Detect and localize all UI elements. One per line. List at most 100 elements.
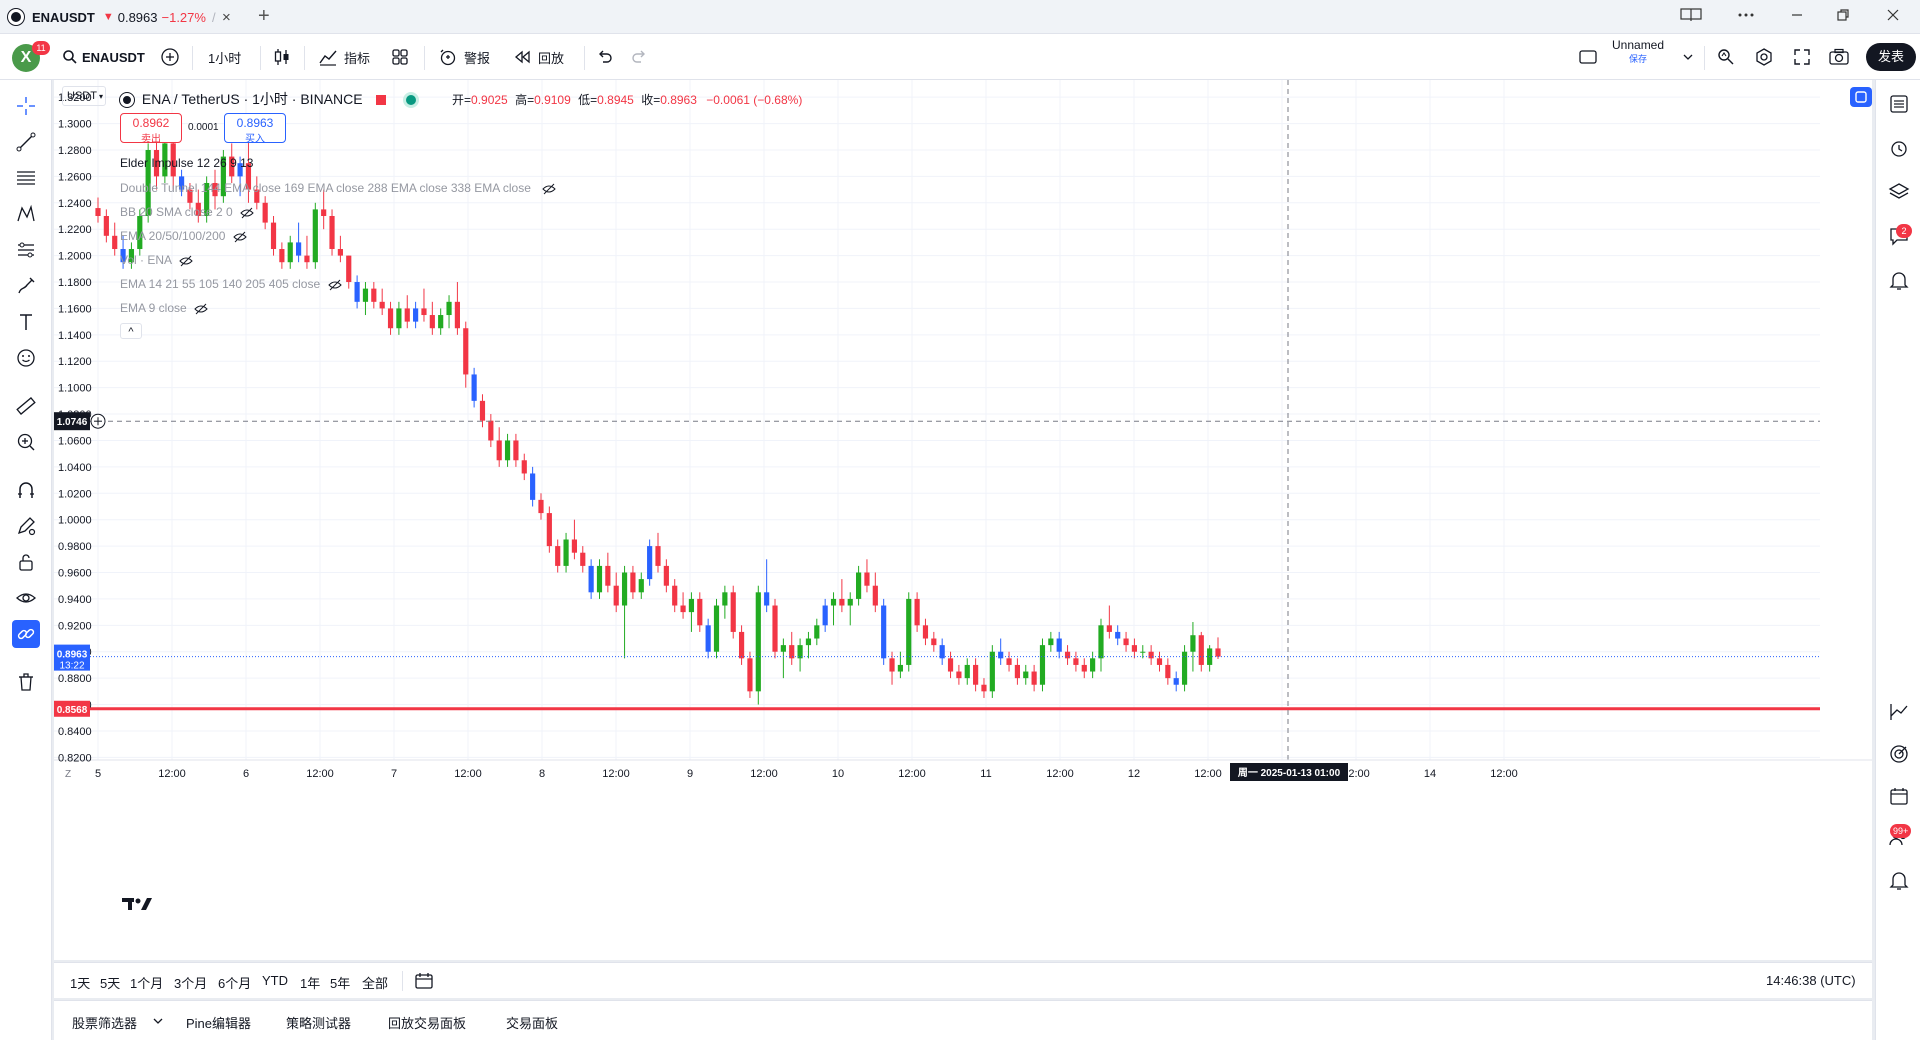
- trash-icon[interactable]: [12, 668, 40, 696]
- chart-legend-title[interactable]: ENA / TetherUS · 1小时 · BINANCE: [120, 89, 417, 109]
- goto-date-icon[interactable]: [414, 972, 434, 995]
- layout-icon[interactable]: [1680, 8, 1702, 25]
- target-icon[interactable]: [1885, 740, 1913, 768]
- forecast-icon[interactable]: [12, 236, 40, 264]
- calendar-icon[interactable]: [1885, 782, 1913, 810]
- layout-name-button[interactable]: Unnamed 保存: [1612, 38, 1664, 74]
- range-1m[interactable]: 1个月: [130, 976, 164, 991]
- more-icon[interactable]: [1736, 8, 1756, 25]
- eye-hidden-icon[interactable]: [240, 207, 254, 219]
- notifications-bell-icon[interactable]: [1885, 266, 1913, 294]
- interval-button[interactable]: 1小时: [208, 50, 242, 66]
- range-3m[interactable]: 3个月: [174, 976, 208, 991]
- templates-button[interactable]: [390, 46, 410, 68]
- camera-icon[interactable]: [1828, 46, 1850, 68]
- replay-button[interactable]: 回放: [512, 46, 564, 68]
- trading-chart-icon[interactable]: [1885, 698, 1913, 726]
- indicator-legend-0[interactable]: Elder Impulse 12 26 9 13: [120, 156, 254, 170]
- alert-button[interactable]: 警报: [438, 46, 490, 68]
- user-avatar[interactable]: X: [12, 44, 40, 72]
- range-1y[interactable]: 1年: [300, 976, 321, 991]
- text-icon[interactable]: [12, 308, 40, 336]
- link-icon[interactable]: [12, 620, 40, 648]
- layers-icon[interactable]: [1885, 178, 1913, 206]
- watchlist-icon[interactable]: [1885, 90, 1913, 118]
- trend-line-icon[interactable]: [12, 128, 40, 156]
- quick-search-icon[interactable]: [1716, 46, 1736, 68]
- flag-icon[interactable]: [376, 95, 387, 106]
- candle-body: [772, 605, 778, 652]
- tab-pine-editor[interactable]: Pine编辑器: [186, 1016, 252, 1031]
- indicator-legend-1[interactable]: Double Tunnel 144 EMA close 169 EMA clos…: [120, 181, 556, 195]
- range-1d[interactable]: 1天: [70, 976, 91, 991]
- eye-hidden-icon[interactable]: [542, 183, 556, 195]
- close-tab-icon[interactable]: ×: [222, 9, 231, 26]
- publish-button[interactable]: 发表: [1866, 43, 1916, 71]
- bell-icon[interactable]: [1885, 866, 1913, 894]
- eye-hidden-icon[interactable]: [233, 231, 247, 243]
- range-5y[interactable]: 5年: [330, 976, 351, 991]
- emoji-icon[interactable]: [12, 344, 40, 372]
- indicator-legend-6[interactable]: EMA 9 close: [120, 301, 208, 315]
- browser-tab[interactable]: ENAUSDT ▼ 0.8963 −1.27% / ×: [8, 3, 244, 31]
- symbol-search-button[interactable]: ENAUSDT: [62, 46, 145, 68]
- candle-body: [153, 149, 160, 177]
- candle-body: [371, 288, 377, 302]
- lock-icon[interactable]: [12, 548, 40, 576]
- utc-clock[interactable]: 14:46:38 (UTC): [1766, 973, 1856, 988]
- range-all[interactable]: 全部: [362, 976, 389, 991]
- eye-hidden-icon[interactable]: [327, 279, 342, 291]
- tab-trading-panel[interactable]: 交易面板: [506, 1016, 559, 1031]
- minimize-icon[interactable]: [1790, 8, 1804, 25]
- crosshair-icon[interactable]: [12, 92, 40, 120]
- redo-button[interactable]: [630, 46, 650, 68]
- indicator-legend-4[interactable]: Vol · ENA: [120, 253, 193, 267]
- candle-body: [1140, 651, 1146, 653]
- compare-symbol-button[interactable]: [160, 46, 180, 68]
- range-5d[interactable]: 5天: [100, 976, 121, 991]
- price-chart[interactable]: 1.3200 1.3000 1.2800 1.2600 1.2400 1.2200 1.20…: [54, 80, 1872, 960]
- fib-icon[interactable]: [12, 164, 40, 192]
- collapse-legend-button[interactable]: ^: [120, 323, 142, 339]
- indicator-legend-5[interactable]: EMA 14 21 55 105 140 205 405 close: [120, 277, 342, 291]
- pattern-icon[interactable]: [12, 200, 40, 228]
- brush-icon[interactable]: [12, 272, 40, 300]
- currency-select[interactable]: USDT ▾: [62, 86, 106, 106]
- layout-select-checkbox[interactable]: [1578, 46, 1598, 68]
- buy-button[interactable]: 0.8963 买入: [224, 113, 286, 145]
- chart-pane[interactable]: 1.3200 1.3000 1.2800 1.2600 1.2400 1.2200 1.20…: [54, 80, 1872, 960]
- fullscreen-icon[interactable]: [1792, 46, 1812, 68]
- close-window-icon[interactable]: [1886, 8, 1900, 25]
- candle: [362, 282, 369, 316]
- indicator-legend-2[interactable]: BB 20 SMA close 2 0: [120, 205, 254, 219]
- chart-type-button[interactable]: [272, 46, 292, 68]
- tab-replay-trading[interactable]: 回放交易面板: [388, 1016, 467, 1031]
- ruler-icon[interactable]: [12, 392, 40, 420]
- alerts-clock-icon[interactable]: [1885, 134, 1913, 162]
- candle: [429, 301, 435, 335]
- settings-icon[interactable]: [1754, 46, 1774, 68]
- tab-stock-screener[interactable]: 股票筛选器: [72, 1016, 138, 1031]
- zoom-in-icon[interactable]: [12, 428, 40, 456]
- restore-icon[interactable]: [1836, 8, 1850, 25]
- eye-hidden-icon[interactable]: [178, 255, 193, 267]
- indicators-button[interactable]: 指标: [318, 46, 370, 68]
- indicator-legend-3[interactable]: EMA 20/50/100/200: [120, 229, 247, 243]
- add-tab-icon[interactable]: +: [258, 5, 270, 27]
- candle: [479, 394, 486, 428]
- candle: [312, 202, 318, 269]
- candle-body: [471, 374, 477, 401]
- range-6m[interactable]: 6个月: [218, 976, 252, 991]
- candle: [964, 658, 970, 685]
- layout-dropdown-icon[interactable]: [1682, 46, 1694, 68]
- undo-button[interactable]: [594, 46, 614, 68]
- object-tree-toggle[interactable]: [1850, 87, 1872, 107]
- sell-button[interactable]: 0.8962 卖出: [120, 113, 182, 145]
- tab-strategy-tester[interactable]: 策略测试器: [286, 1016, 352, 1031]
- chevron-down-icon[interactable]: [152, 1014, 164, 1032]
- eye-icon[interactable]: [12, 584, 40, 612]
- range-ytd[interactable]: YTD: [262, 973, 288, 988]
- draw-mode-icon[interactable]: [12, 512, 40, 540]
- magnet-icon[interactable]: [12, 476, 40, 504]
- eye-hidden-icon[interactable]: [194, 303, 208, 315]
